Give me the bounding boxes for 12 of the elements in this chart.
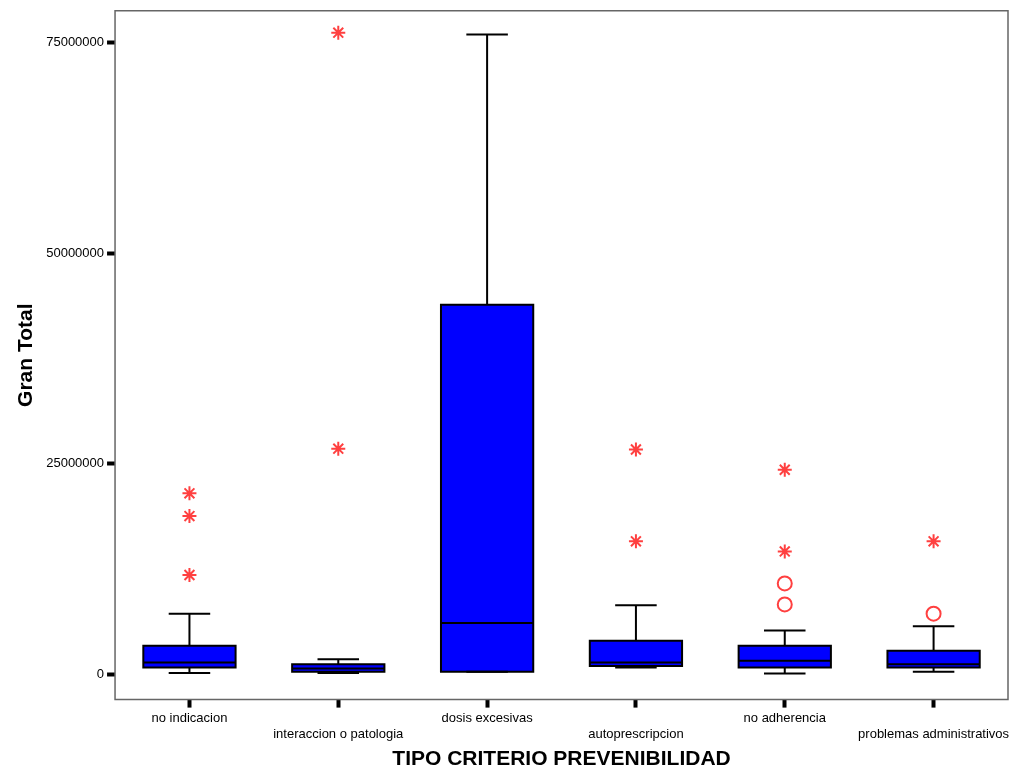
y-axis-title: Gran Total	[13, 303, 37, 407]
x-tick-label: interaccion o patologia	[273, 725, 405, 741]
x-tick-label: autoprescripcion	[588, 725, 684, 741]
y-tick-label: 75000000	[46, 34, 105, 50]
x-tick-label: no indicacion	[151, 709, 228, 725]
y-tick-label: 0	[96, 665, 105, 681]
x-tick-label: dosis excesivas	[441, 709, 534, 725]
x-tick-label: no adherencia	[743, 709, 827, 725]
y-tick-label: 25000000	[46, 455, 105, 471]
y-tick-label: 50000000	[46, 244, 105, 260]
x-tick-label: problemas administrativos	[858, 725, 1010, 741]
x-axis-title: TIPO CRITERIO PREVENIBILIDAD	[392, 746, 731, 770]
